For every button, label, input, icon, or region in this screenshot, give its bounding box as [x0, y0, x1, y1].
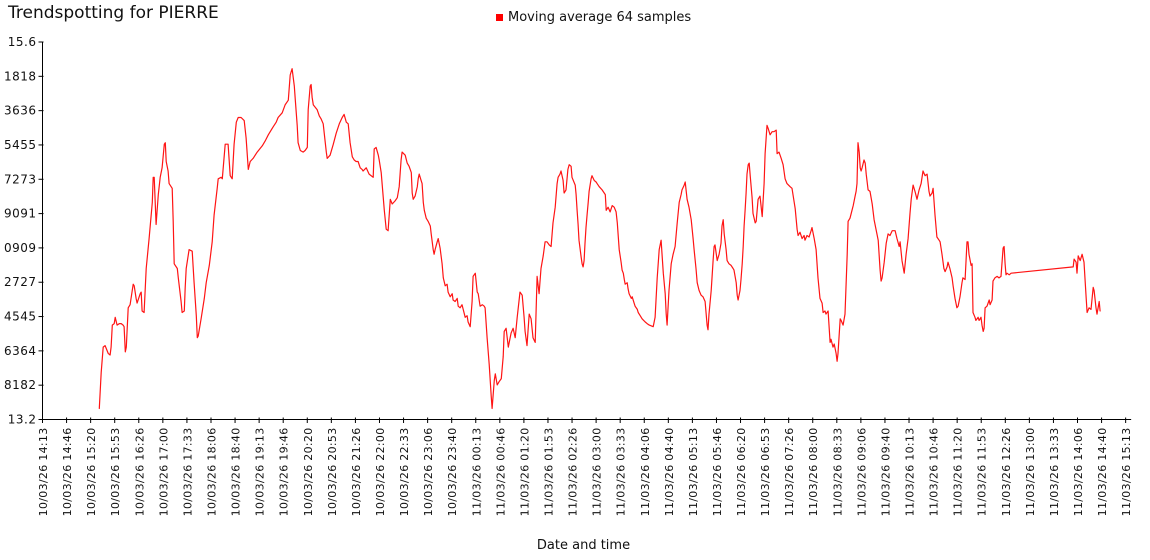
- x-tick-label: 11/03/26 07:26: [783, 428, 796, 517]
- x-tick-label: 11/03/26 06:53: [759, 428, 772, 517]
- x-tick-label: 11/03/26 00:13: [470, 428, 483, 517]
- y-tick-label: 8182: [4, 378, 37, 392]
- x-tick-label: 10/03/26 14:13: [37, 428, 50, 517]
- y-tick-label: 5455: [4, 138, 37, 152]
- x-tick-label: 11/03/26 13:33: [1048, 428, 1061, 517]
- x-tick-label: 11/03/26 04:06: [639, 428, 652, 517]
- x-tick-label: 11/03/26 14:06: [1072, 428, 1085, 517]
- x-tick-label: 11/03/26 03:00: [591, 428, 604, 517]
- x-tick-label: 11/03/26 00:46: [494, 428, 507, 517]
- x-tick-label: 10/03/26 16:26: [133, 428, 146, 517]
- x-tick-label: 11/03/26 05:13: [687, 428, 700, 517]
- x-axis-title: Date and time: [536, 538, 631, 553]
- y-tick-label: 1818: [4, 69, 37, 83]
- x-tick-label: 10/03/26 18:06: [205, 428, 218, 517]
- y-tick-label: 13.2: [8, 413, 37, 427]
- x-tick-label: 10/03/26 22:00: [374, 428, 387, 517]
- x-tick-label: 11/03/26 08:33: [831, 428, 844, 517]
- x-tick-label: 11/03/26 01:20: [518, 428, 531, 517]
- y-tick-label: 3636: [4, 104, 37, 118]
- page-title: Trendspotting for PIERRE: [8, 3, 219, 23]
- x-tick-label: 11/03/26 13:00: [1024, 428, 1037, 517]
- x-tick-label: 11/03/26 10:46: [928, 428, 941, 517]
- x-tick-label: 11/03/26 09:06: [855, 428, 868, 517]
- x-tick-label: 11/03/26 10:13: [904, 428, 917, 517]
- series-line: [98, 68, 1101, 410]
- x-tick-label: 10/03/26 17:33: [181, 428, 194, 517]
- x-tick-label: 10/03/26 18:40: [230, 428, 243, 517]
- x-tick-label: 11/03/26 12:26: [1000, 428, 1013, 517]
- x-tick-label: 10/03/26 21:26: [350, 428, 363, 517]
- y-tick-label: 0909: [4, 241, 37, 255]
- x-tick-label: 11/03/26 06:20: [735, 428, 748, 517]
- y-tick-label: 7273: [4, 172, 37, 186]
- x-tick-label: 10/03/26 22:33: [398, 428, 411, 517]
- y-tick-label: 6364: [4, 344, 37, 358]
- x-tick-label: 11/03/26 09:40: [879, 428, 892, 517]
- x-tick-label: 11/03/26 15:13: [1120, 428, 1133, 517]
- y-tick-label: 2727: [4, 275, 37, 289]
- x-tick-label: 11/03/26 08:00: [807, 428, 820, 517]
- y-tick-label: 4545: [4, 310, 37, 324]
- legend-label: Moving average 64 samples: [508, 10, 692, 25]
- x-tick-label: 11/03/26 04:40: [663, 428, 676, 517]
- y-tick-label: 15.6: [8, 35, 37, 49]
- legend: Moving average 64 samples: [496, 10, 691, 25]
- x-axis: 10/03/26 14:13 10/03/26 14:46 10/03/26 15:…: [37, 417, 1133, 517]
- legend-swatch-icon: [496, 14, 503, 21]
- x-tick-label: 10/03/26 17:00: [157, 428, 170, 517]
- x-tick-label: 10/03/26 20:53: [326, 428, 339, 517]
- x-tick-label: 10/03/26 15:53: [109, 428, 122, 517]
- x-tick-label: 10/03/26 15:20: [85, 428, 98, 517]
- y-tick-label: 9091: [4, 207, 37, 221]
- x-tick-label: 10/03/26 23:06: [422, 428, 435, 517]
- x-tick-label: 10/03/26 23:40: [446, 428, 459, 517]
- axis-lines: [42, 42, 1132, 420]
- x-tick-label: 10/03/26 19:13: [254, 428, 267, 517]
- x-tick-label: 10/03/26 14:46: [61, 428, 74, 517]
- x-tick-label: 11/03/26 01:53: [542, 428, 555, 517]
- x-tick-label: 10/03/26 20:20: [302, 428, 315, 517]
- x-tick-label: 10/03/26 19:46: [278, 428, 291, 517]
- x-tick-label: 11/03/26 05:46: [711, 428, 724, 517]
- x-tick-label: 11/03/26 03:33: [615, 428, 628, 517]
- x-tick-label: 11/03/26 14:40: [1096, 428, 1109, 517]
- x-tick-label: 11/03/26 11:20: [952, 428, 965, 517]
- y-axis: 15.6 1818 3636 5455 7273 9091 0909 2727 4545 6364…: [4, 35, 44, 427]
- x-tick-label: 11/03/26 02:26: [567, 428, 580, 517]
- x-tick-label: 11/03/26 11:53: [976, 428, 989, 517]
